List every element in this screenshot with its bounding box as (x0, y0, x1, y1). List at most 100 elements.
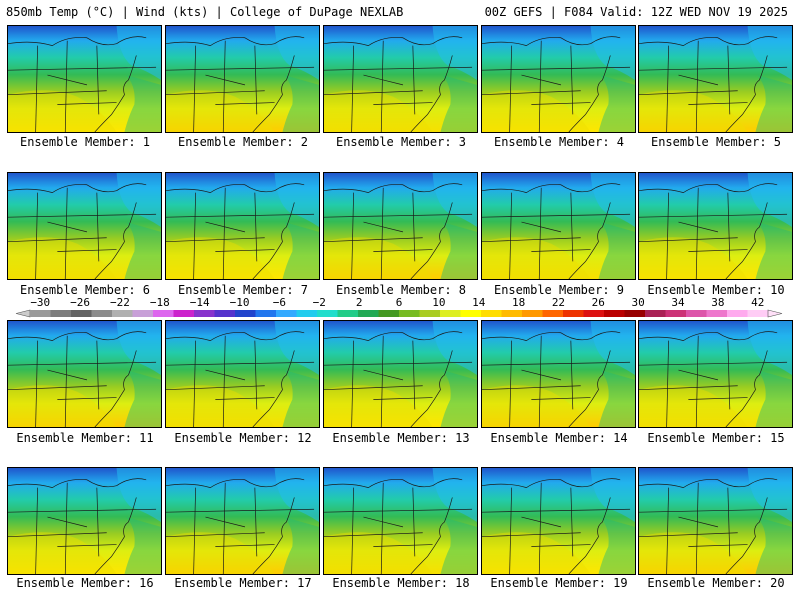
temperature-map (324, 173, 477, 279)
ensemble-map-panel (638, 25, 793, 133)
temperature-map (639, 173, 792, 279)
valid-time-label: 00Z GEFS | F084 Valid: 12Z WED NOV 19 20… (484, 5, 788, 19)
colorbar-swatch (173, 310, 195, 317)
colorbar-tick-label: 26 (592, 296, 605, 309)
temperature-map (166, 26, 319, 132)
colorbar-swatch (153, 310, 174, 317)
colorbar-swatch (665, 310, 687, 317)
colorbar-tick-label: 14 (472, 296, 486, 309)
colorbar-tick-label: −22 (110, 296, 130, 309)
colorbar-swatch (50, 310, 72, 317)
colorbar-tick-label: 22 (552, 296, 565, 309)
colorbar-swatch (30, 310, 51, 317)
colorbar-swatch (255, 310, 277, 317)
colorbar-tick-label: 2 (356, 296, 363, 309)
colorbar-tick-label: −10 (230, 296, 250, 309)
ensemble-map-panel (165, 25, 320, 133)
temperature-colorbar: −30 −26 −22 −18 −14 −10 −6 −2 2 6 10 14 18 22 26 30 34 38… (0, 294, 800, 320)
colorbar-swatch (337, 310, 359, 317)
colorbar-tick-label: −26 (70, 296, 90, 309)
colorbar-swatch (419, 310, 441, 317)
ensemble-member-label: Ensemble Member: 4 (493, 135, 625, 149)
ensemble-map-panel (481, 25, 636, 133)
colorbar-tick-label: 42 (751, 296, 764, 309)
temperature-map (324, 321, 477, 427)
ensemble-map-panel (7, 172, 162, 280)
colorbar-swatch (214, 310, 236, 317)
temperature-map (8, 321, 161, 427)
colorbar-tick-label: −6 (273, 296, 286, 309)
ensemble-member-label: Ensemble Member: 15 (647, 431, 785, 445)
colorbar-tick-label: −2 (313, 296, 326, 309)
temperature-map (639, 468, 792, 574)
colorbar-graphic: −30 −26 −22 −18 −14 −10 −6 −2 2 6 10 14 18 22 26 30 34 38… (15, 296, 783, 318)
ensemble-map-panel (7, 467, 162, 575)
colorbar-swatch (645, 310, 666, 317)
colorbar-swatch (317, 310, 338, 317)
colorbar-tick-label: −14 (190, 296, 210, 309)
temperature-map (482, 173, 635, 279)
ensemble-map-panel (323, 467, 478, 575)
ensemble-map-panel (638, 320, 793, 428)
ensemble-member-label: Ensemble Member: 2 (177, 135, 309, 149)
colorbar-swatch (583, 310, 605, 317)
colorbar-swatch (563, 310, 584, 317)
ensemble-map-panel (165, 320, 320, 428)
temperature-map (166, 468, 319, 574)
colorbar-swatch (686, 310, 707, 317)
colorbar-swatch (378, 310, 400, 317)
product-title: 850mb Temp (°C) | Wind (kts) | College o… (6, 5, 404, 19)
colorbar-swatch (358, 310, 379, 317)
ensemble-member-label: Ensemble Member: 14 (490, 431, 628, 445)
temperature-map (8, 468, 161, 574)
temperature-map (166, 173, 319, 279)
colorbar-tick-label: 38 (711, 296, 724, 309)
ensemble-member-label: Ensemble Member: 11 (16, 431, 154, 445)
header: 850mb Temp (°C) | Wind (kts) | College o… (0, 0, 800, 22)
ensemble-map-panel (7, 25, 162, 133)
ensemble-map-panel (165, 467, 320, 575)
ensemble-member-label: Ensemble Member: 16 (16, 576, 154, 590)
colorbar-swatch (460, 310, 482, 317)
colorbar-swatch (91, 310, 113, 317)
temperature-map (8, 26, 161, 132)
colorbar-swatch (542, 310, 564, 317)
colorbar-swatch (440, 310, 461, 317)
colorbar-tick-label: 30 (632, 296, 645, 309)
colorbar-swatch (481, 310, 502, 317)
colorbar-swatch (132, 310, 154, 317)
colorbar-swatch (194, 310, 215, 317)
colorbar-swatch (706, 310, 728, 317)
temperature-map (8, 173, 161, 279)
temperature-map (324, 468, 477, 574)
ensemble-map-panel (323, 320, 478, 428)
colorbar-swatch (276, 310, 297, 317)
ensemble-member-label: Ensemble Member: 3 (335, 135, 467, 149)
ensemble-member-label: Ensemble Member: 18 (332, 576, 470, 590)
colorbar-swatch (235, 310, 256, 317)
ensemble-member-label: Ensemble Member: 8 (335, 283, 467, 297)
colorbar-tick-label: 6 (396, 296, 403, 309)
temperature-map (482, 321, 635, 427)
colorbar-max-arrow (767, 309, 783, 318)
ensemble-member-label: Ensemble Member: 20 (647, 576, 785, 590)
colorbar-tick-label: −30 (30, 296, 50, 309)
ensemble-map-panel (638, 467, 793, 575)
ensemble-map-panel (165, 172, 320, 280)
ensemble-member-label: Ensemble Member: 6 (19, 283, 151, 297)
temperature-map (324, 26, 477, 132)
colorbar-swatch (112, 310, 133, 317)
ensemble-member-label: Ensemble Member: 19 (490, 576, 628, 590)
colorbar-swatch (624, 310, 646, 317)
ensemble-member-label: Ensemble Member: 17 (174, 576, 312, 590)
colorbar-swatch (522, 310, 543, 317)
temperature-map (166, 321, 319, 427)
colorbar-swatch (399, 310, 420, 317)
ensemble-member-label: Ensemble Member: 12 (174, 431, 312, 445)
colorbar-min-arrow (15, 309, 31, 318)
ensemble-map-panel (7, 320, 162, 428)
ensemble-member-label: Ensemble Member: 7 (177, 283, 309, 297)
ensemble-member-label: Ensemble Member: 13 (332, 431, 470, 445)
colorbar-swatch (296, 310, 318, 317)
colorbar-swatch (71, 310, 92, 317)
